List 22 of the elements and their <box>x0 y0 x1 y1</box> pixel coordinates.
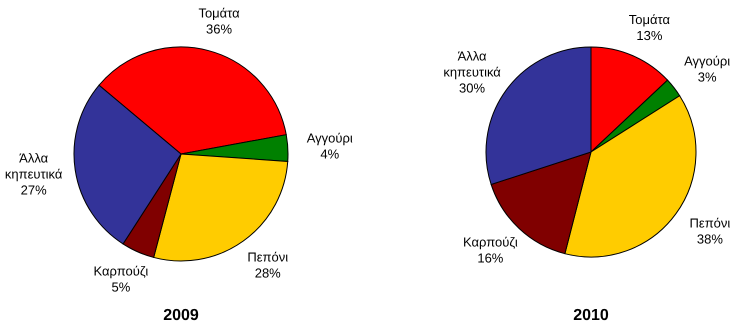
slice-label: Άλλα κηπευτικά <box>4 150 63 182</box>
data-label: 4% <box>320 146 340 162</box>
data-label: 27% <box>20 182 48 198</box>
data-label: 16% <box>477 250 504 266</box>
data-label: 30% <box>459 80 486 96</box>
slice-label: Πεπόνι <box>247 249 288 264</box>
slice-label: Καρπούζι <box>93 263 148 278</box>
slice-label: Καρπούζι <box>462 234 518 250</box>
slice-label: Πεπόνι <box>690 215 730 230</box>
data-label: 36% <box>206 22 233 37</box>
text: 2010 <box>573 307 609 324</box>
slice-label: Αγγούρι <box>306 130 353 146</box>
data-label: 5% <box>111 279 131 294</box>
slice-label: Άλλα κηπευτικά <box>443 48 502 80</box>
slice-label: Τομάτα <box>628 12 670 28</box>
slice-label: Αγγούρι <box>684 53 730 68</box>
slice-label: Τομάτα <box>198 6 240 21</box>
text: 2009 <box>163 307 199 324</box>
data-label: 38% <box>696 231 724 246</box>
data-label: 28% <box>254 265 282 280</box>
data-label: 13% <box>636 28 663 44</box>
data-label: 3% <box>698 69 717 84</box>
